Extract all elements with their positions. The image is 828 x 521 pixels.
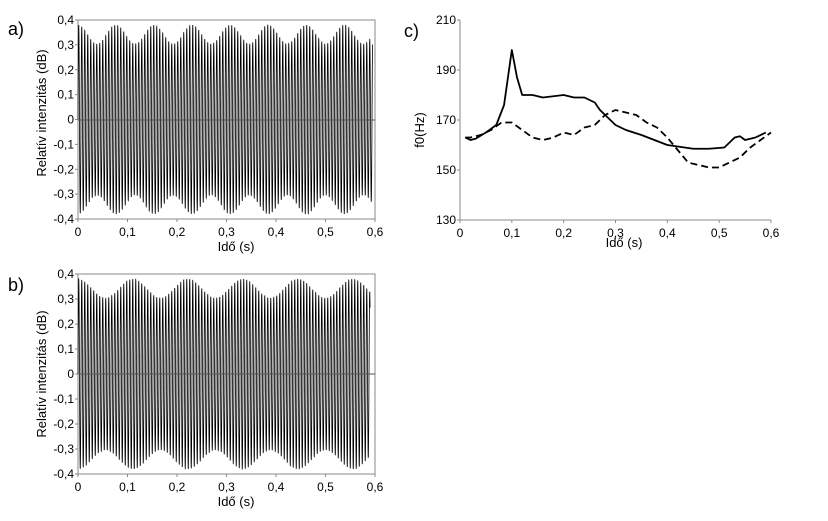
panel-a-waveform-line (77, 24, 373, 215)
panel-c-x-axis-label: Idő (s) (606, 235, 643, 250)
panel-a-x-tick-label: 0,5 (317, 225, 334, 239)
panel-a-x-tick-label: 0,1 (119, 225, 136, 239)
panel-b-waveform (77, 277, 371, 471)
panel-c-x-tick-label: 0,6 (763, 226, 780, 240)
panel-a-y-axis-label: Relatív intenzitás (dB) (34, 49, 49, 176)
panel-a-waveform (77, 24, 373, 215)
panel-b-x-tick-label: 0,1 (119, 480, 136, 494)
panel-b-x-tick-label: 0,4 (268, 480, 285, 494)
panel-a-x-tick-label: 0,6 (367, 225, 384, 239)
panel-c-y-tick-label: 190 (436, 63, 456, 77)
panel-a-y-tick-label: 0,4 (57, 13, 74, 27)
panel-a-y-tick-label: -0,4 (53, 212, 74, 226)
panel-b-y-tick-label: -0,3 (53, 442, 74, 456)
panel-b-x-tick-label: 0,2 (169, 480, 186, 494)
panel-b-y-tick-label: 0,3 (57, 292, 74, 306)
panel-c-x-tick-label: 0 (457, 226, 464, 240)
panel-a-y-tick-label: 0,2 (57, 63, 74, 77)
panel-b-x-tick-label: 0,5 (317, 480, 334, 494)
panel-b: b) -0,4 -0,3 -0,2 -0,1 0 0,1 0,2 0,3 0,4 0 0,1 0,2… (8, 267, 384, 509)
panel-b-y-tick-label: 0,2 (57, 317, 74, 331)
panel-a-x-tick-label: 0,3 (218, 225, 235, 239)
panel-a: a) -0,4 -0,3 -0,2 -0,1 0 0,1 0,2 0,3 0,4 0 0,1 0,2… (8, 13, 384, 254)
panel-a-y-tick-label: 0,1 (57, 88, 74, 102)
panel-b-y-tick-label: -0,2 (53, 417, 74, 431)
panel-b-y-tick-label: -0,1 (53, 392, 74, 406)
panel-b-waveform-line (77, 277, 371, 471)
panel-b-x-tick-label: 0,3 (218, 480, 235, 494)
panel-b-y-axis-label: Relatív intenzitás (dB) (34, 310, 49, 437)
panel-b-x-tick-label: 0 (75, 480, 82, 494)
panel-c-y-tick-label: 130 (436, 213, 456, 227)
panel-c-y-tick-label: 150 (436, 163, 456, 177)
panel-c-y-axis-label: f0(Hz) (412, 112, 427, 147)
panel-a-label: a) (8, 19, 24, 39)
panel-a-y-tick-label: 0,3 (57, 38, 74, 52)
panel-c-y-tick-label: 170 (436, 113, 456, 127)
panel-c: c) 130 150 170 190 210 0 0,1 0,2 0,3 0,4 0,5 0,6 I… (404, 13, 780, 250)
panel-a-y-tick-label: -0,1 (53, 137, 74, 151)
panel-a-y-tick-label: -0,3 (53, 187, 74, 201)
panel-c-x-tick-label: 0,3 (607, 226, 624, 240)
panel-c-x-tick-label: 0,4 (659, 226, 676, 240)
panel-c-f0-solid-line (464, 49, 767, 150)
panel-c-x-tick-label: 0,5 (711, 226, 728, 240)
panel-a-x-tick-label: 0,2 (169, 225, 186, 239)
panel-a-x-tick-label: 0 (75, 225, 82, 239)
panel-c-x-tick-label: 0,2 (555, 226, 572, 240)
panel-a-x-axis-label: Idő (s) (218, 239, 255, 254)
panel-c-label: c) (404, 21, 419, 41)
panel-c-f0-dashed-line (465, 109, 772, 169)
panel-a-y-tick-label: -0,2 (53, 162, 74, 176)
panel-c-y-tick-label: 210 (436, 13, 456, 27)
panel-b-y-tick-label: 0,1 (57, 342, 74, 356)
panel-a-y-tick-label: 0 (67, 113, 74, 127)
panel-b-x-tick-label: 0,6 (367, 480, 384, 494)
panel-b-y-tick-label: 0,4 (57, 267, 74, 281)
panel-a-x-tick-label: 0,4 (268, 225, 285, 239)
panel-b-y-tick-label: -0,4 (53, 467, 74, 481)
panel-b-label: b) (8, 275, 24, 295)
panel-c-x-tick-label: 0,1 (503, 226, 520, 240)
panel-b-y-tick-label: 0 (67, 367, 74, 381)
panel-b-x-axis-label: Idő (s) (218, 494, 255, 509)
